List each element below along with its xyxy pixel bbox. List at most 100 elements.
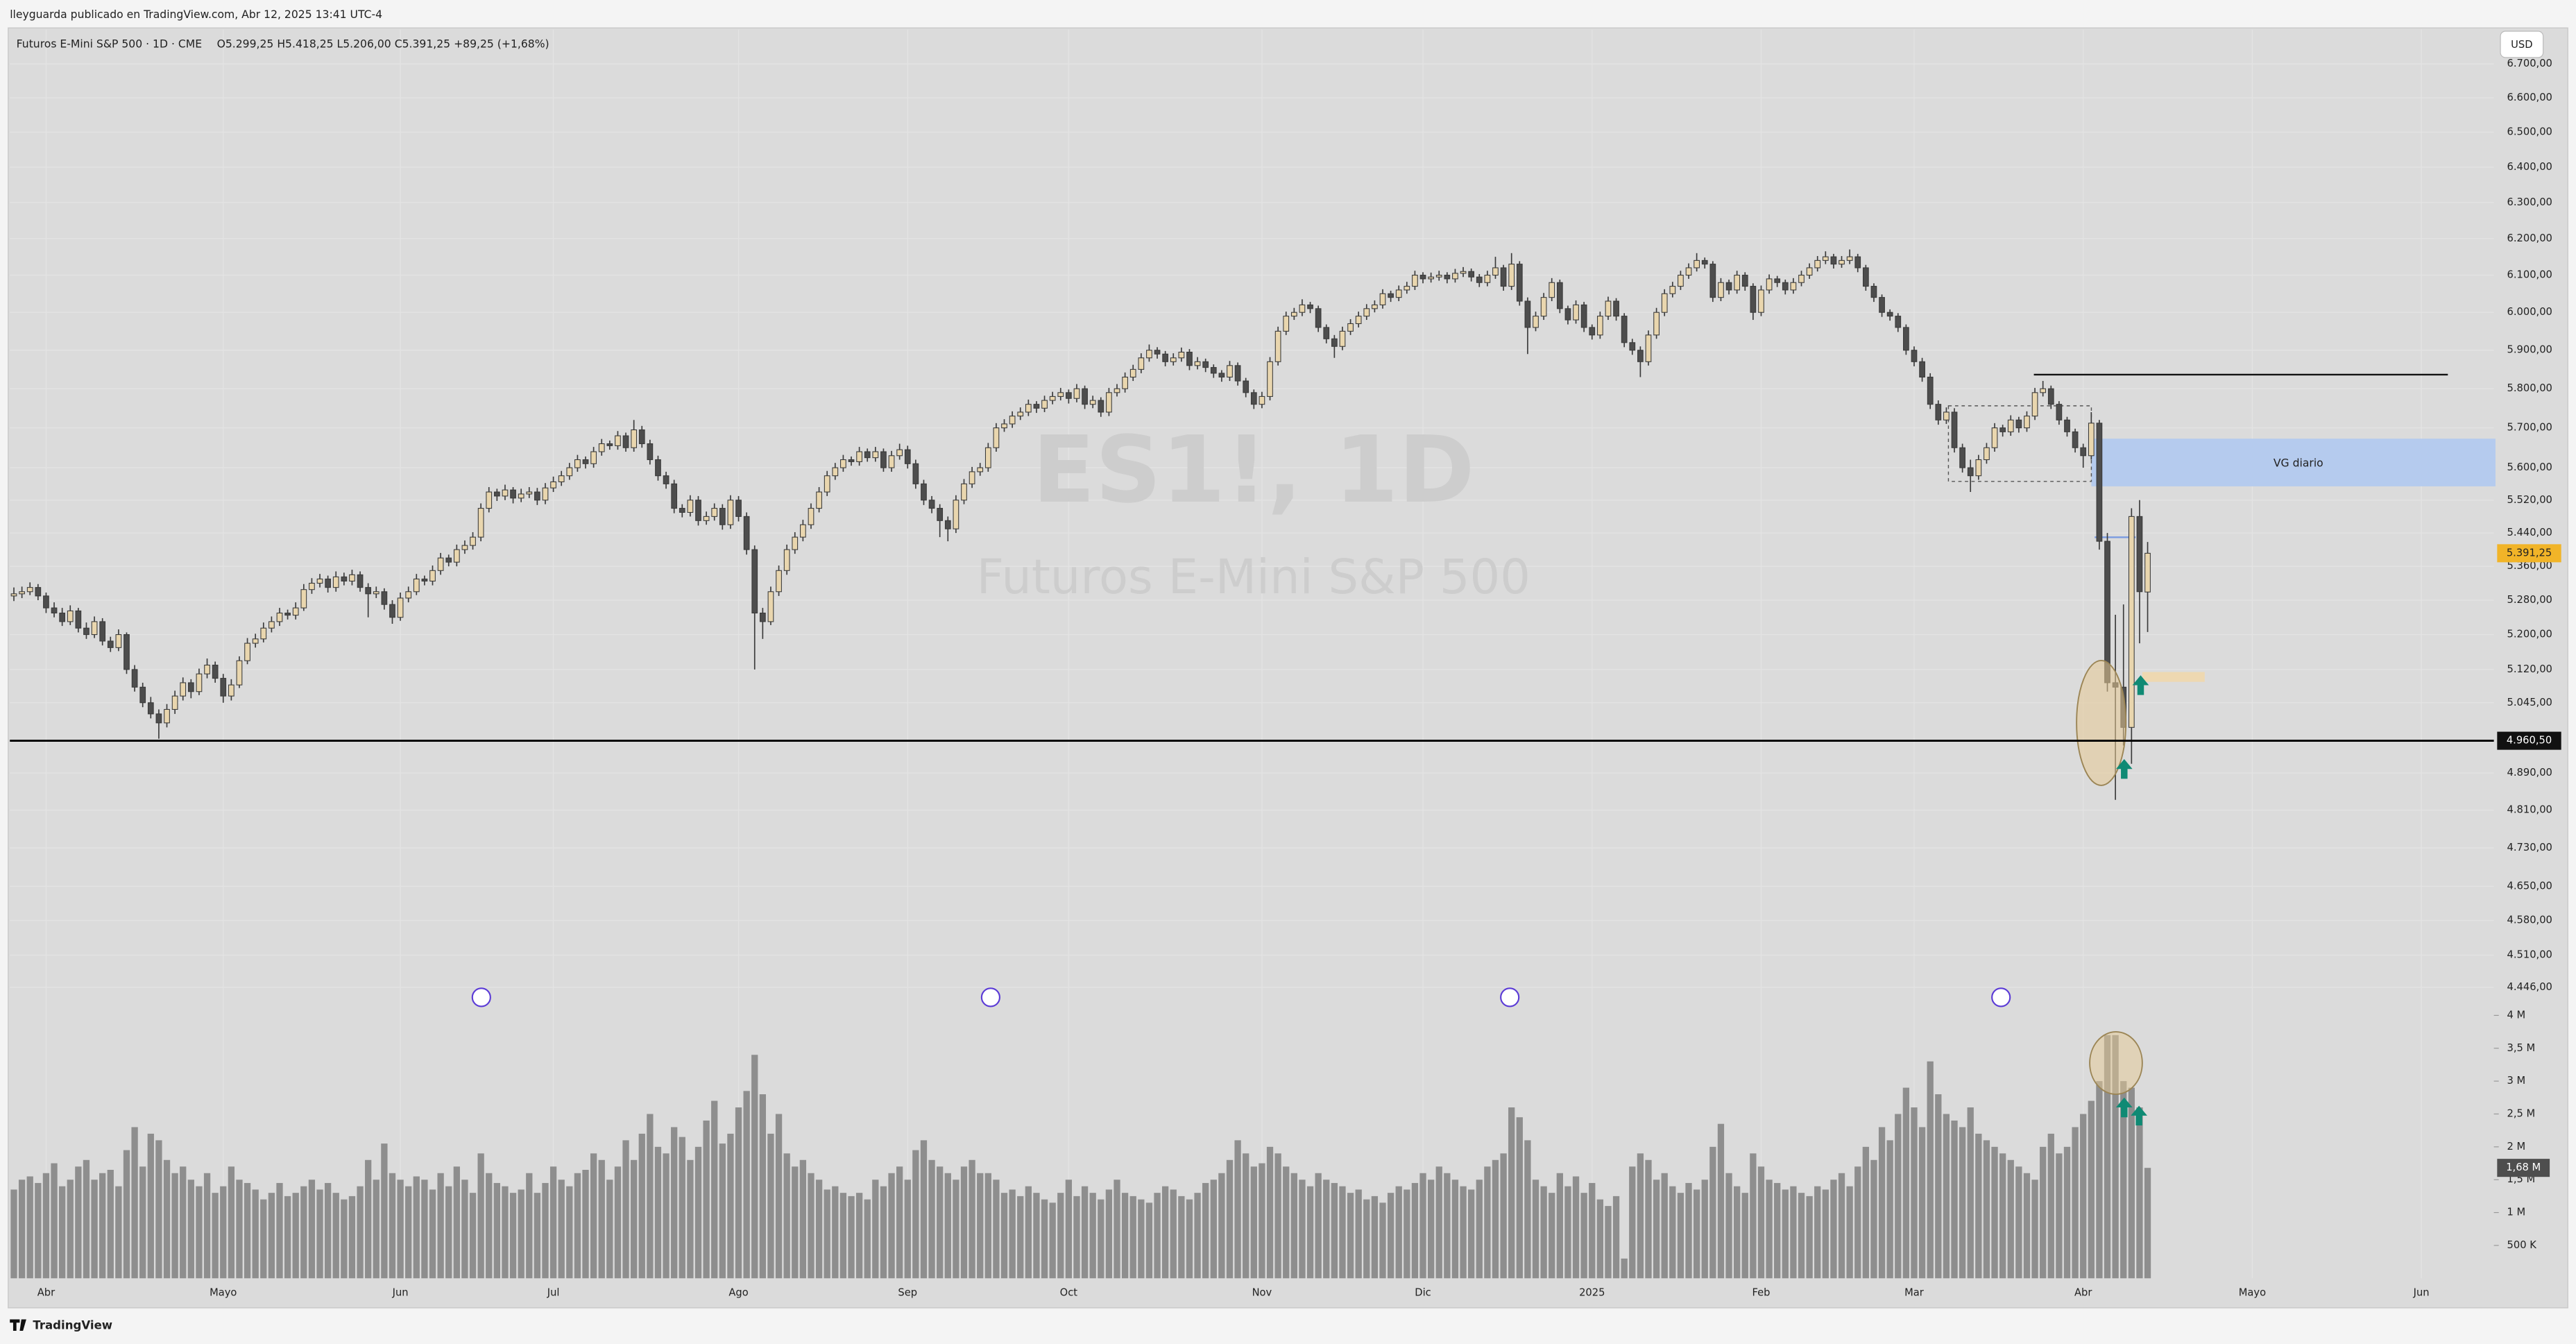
volume-bar [1918,1127,1926,1279]
candle-body [1290,312,1297,317]
volume-bar [1234,1140,1241,1279]
volume-bar [196,1186,203,1279]
candle-body [1991,427,1998,448]
volume-bar [1025,1186,1032,1279]
volume-bar [252,1189,259,1279]
candle-body [1033,404,1040,409]
volume-bar [1645,1159,1652,1279]
candle-body [1790,282,1797,291]
volume-bar [582,1169,589,1279]
candle-body [759,612,766,622]
candle-body [526,491,533,495]
candle-body [204,665,210,674]
volume-bar [703,1120,710,1279]
brand: TradingView [33,1318,112,1332]
candle-body [51,607,58,614]
volume-bar [792,1166,799,1279]
candle-body [1484,275,1491,283]
x-tick-label: Mar [1904,1287,1925,1299]
candle-body [284,612,291,616]
volume-bar [212,1193,219,1279]
candle-body [1057,392,1064,397]
candle-body [461,545,468,550]
volume-bar [993,1180,1000,1279]
candle-body [751,549,758,614]
x-tick-label: Sep [898,1287,917,1299]
volume-bar [316,1189,323,1279]
volume-bar [1145,1202,1153,1279]
brand-logo [10,1319,26,1332]
candle-body [1452,273,1458,280]
volume-bar [461,1180,468,1279]
volume-bar [1685,1182,1692,1279]
candle-body [1734,275,1741,291]
candle-body [719,508,726,525]
candle-body [1299,304,1306,313]
volume-bar [647,1114,654,1279]
volume-bar [912,1150,919,1279]
candle-body [1259,395,1265,405]
candle-body [1154,350,1161,355]
volume-bar [381,1143,388,1279]
candle-body [1613,300,1619,317]
volume-bar [1017,1196,1024,1279]
volume-bar [1589,1182,1596,1279]
volume-bar [1178,1196,1185,1279]
volume-bar [1476,1180,1483,1279]
volume-bar [1098,1199,1104,1279]
volume-bar [1226,1159,1234,1279]
event-marker[interactable] [1991,987,2011,1007]
candle-body [1967,467,1974,477]
candle-body [969,471,975,484]
volume-bar [1999,1153,2006,1279]
volume-bar [1371,1196,1379,1279]
candle-body [703,516,710,521]
x-tick-label: Jul [547,1287,560,1299]
event-marker[interactable] [471,987,491,1007]
candle-body [1444,275,1451,280]
event-marker[interactable] [980,987,1000,1007]
volume-bar [1210,1180,1217,1279]
event-marker[interactable] [1500,987,1520,1007]
volume-bar [1218,1173,1225,1279]
volume-bar [1404,1189,1410,1279]
candle-body [638,429,645,445]
x-tick-label: Jun [392,1287,409,1299]
candle-body [292,607,299,616]
candle-body [1049,395,1056,401]
volume-bar [1935,1094,1942,1279]
volume-bar [1419,1173,1426,1279]
volume-bar [26,1176,33,1279]
volume-bar [51,1163,58,1279]
candle-body [1766,278,1773,291]
volume-bar [671,1127,678,1279]
candle-body [993,427,1000,448]
currency-label[interactable]: USD [2511,39,2532,51]
candle-body [349,574,355,582]
volume-bar [2047,1133,2054,1279]
volume-bar [1943,1114,1950,1279]
volume-bar [131,1127,138,1279]
volume-bar [799,1159,807,1279]
candle-body [1355,316,1362,325]
zone-label: VG diario [2274,457,2323,469]
volume-bar [542,1182,549,1279]
candle-body [228,684,234,697]
candle-body [316,578,323,584]
candle-body [1395,289,1402,298]
candle-body [1170,357,1177,362]
candle-body [1621,316,1628,343]
arrow-up [2131,1105,2147,1126]
y-tick-label: 4.446,00 [2507,981,2552,993]
candle-body [727,500,734,525]
currency-button[interactable] [2500,31,2544,58]
candle-body [944,520,951,529]
volume-bar [1315,1173,1322,1279]
volume-bar [236,1180,243,1279]
candle-body [856,451,862,462]
candle-body [244,643,250,661]
candle-body [888,455,895,468]
volume-bar [445,1186,452,1279]
candle-body [550,481,556,488]
volume-bar [1629,1166,1636,1279]
